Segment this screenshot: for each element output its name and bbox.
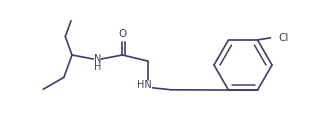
Text: HN: HN: [137, 80, 152, 90]
Text: Cl: Cl: [278, 33, 289, 43]
Text: H: H: [94, 62, 101, 72]
Text: N: N: [94, 54, 101, 64]
Text: O: O: [118, 29, 126, 39]
